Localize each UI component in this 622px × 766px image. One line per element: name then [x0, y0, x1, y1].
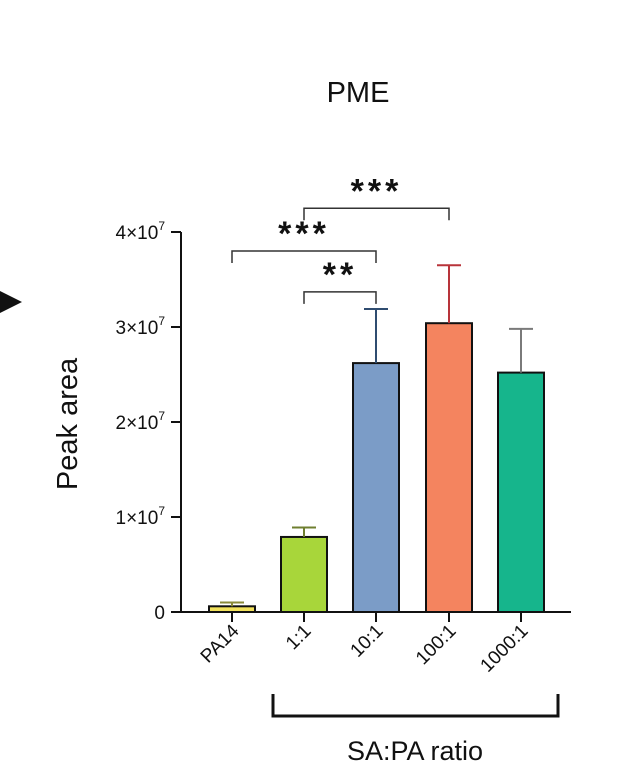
- x-tick-label: 1000:1: [477, 621, 533, 677]
- y-tick-label: 4×107: [116, 219, 166, 244]
- group-label: SA:PA ratio: [347, 736, 483, 766]
- x-tick-label: 10:1: [347, 621, 388, 662]
- x-tick-label: PA14: [197, 620, 244, 667]
- significance-brackets: ********: [231, 172, 450, 304]
- significance-label: ***: [351, 172, 403, 210]
- y-tick-label: 0: [154, 603, 165, 624]
- x-tick-label: 100:1: [412, 621, 460, 669]
- x-tick-label: 1:1: [282, 621, 316, 655]
- arrow-marker-icon: [0, 291, 22, 313]
- significance-bracket: [303, 207, 450, 221]
- bar-10-1: [352, 362, 400, 613]
- error-bars: [220, 264, 533, 607]
- significance-label: **: [323, 256, 357, 294]
- y-axis-label: Peak area: [52, 357, 84, 490]
- bar-PA14: [208, 605, 256, 613]
- category-labels: PA14 1:1 10:1 100:1 1000:1: [197, 620, 533, 676]
- bars: [208, 322, 545, 614]
- significance-bracket: [231, 250, 377, 263]
- significance-bracket: [303, 291, 377, 304]
- chart-title: PME: [327, 77, 390, 109]
- y-tick-label: 1×107: [116, 504, 166, 529]
- bar-1000-1: [497, 371, 545, 613]
- significance-label: ***: [278, 215, 330, 253]
- bar-1-1: [280, 535, 328, 614]
- bar-100-1: [425, 322, 473, 613]
- x-axis: [181, 611, 571, 622]
- group-bracket: [271, 694, 560, 718]
- y-axis: 0 1×107 2×107 3×107 4×107: [116, 219, 182, 624]
- y-tick-label: 3×107: [116, 314, 166, 339]
- y-tick-label: 2×107: [116, 409, 166, 434]
